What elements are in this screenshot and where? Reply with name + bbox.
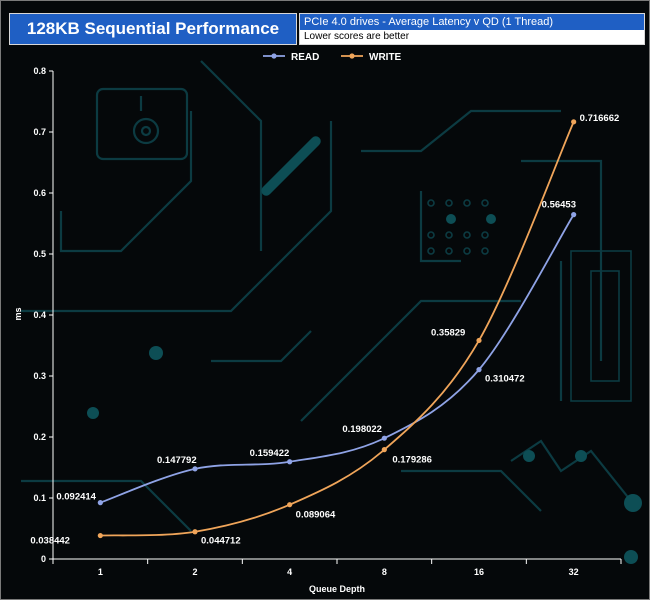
legend-marker-write [349, 53, 355, 59]
data-point-write [476, 337, 482, 344]
x-tick-label: 1 [98, 567, 103, 577]
y-tick-label: 0.1 [33, 493, 46, 503]
y-tick-label: 0.4 [33, 310, 46, 320]
data-label-write: 0.716662 [580, 113, 620, 124]
y-tick-label: 0 [41, 554, 46, 564]
chart-series: 0.092414 0.147792 0.159422 0.198022 0.310472… [30, 113, 619, 547]
y-tick-label: 0.6 [33, 188, 46, 198]
chart-note: Lower scores are better [300, 30, 644, 44]
x-tick-label: 32 [569, 567, 579, 577]
data-label-write: 0.179286 [392, 455, 432, 466]
data-label-write: 0.089064 [296, 510, 336, 521]
legend-marker-read [271, 53, 277, 59]
data-label-read: 0.092414 [56, 492, 96, 503]
x-tick-label: 16 [474, 567, 484, 577]
data-label-write: 0.35829 [431, 327, 465, 338]
data-label-read: 0.159422 [250, 448, 290, 459]
data-point-write [571, 119, 577, 125]
legend-label-read: READ [291, 52, 319, 63]
data-point-write [192, 529, 198, 535]
data-label-write: 0.038442 [30, 536, 70, 547]
data-point-write [287, 502, 293, 508]
chart-legend: READ WRITE [263, 52, 402, 63]
x-tick-labels: 1 2 4 8 16 32 [52, 559, 622, 577]
chart-title: 128KB Sequential Performance [9, 13, 297, 45]
y-axis-label: ms [13, 307, 23, 320]
data-label-read: 0.56453 [542, 200, 576, 211]
data-point-read [381, 435, 387, 441]
y-tick-label: 0.5 [33, 249, 46, 259]
chart-subtitle-box: PCIe 4.0 drives - Average Latency v QD (… [299, 13, 645, 45]
data-point-read [571, 212, 577, 218]
data-label-read: 0.310472 [485, 374, 525, 385]
data-label-read: 0.147792 [157, 455, 197, 466]
data-point-read [192, 466, 198, 472]
data-point-read [97, 500, 103, 506]
data-point-write [381, 447, 387, 453]
chart-axes [52, 71, 621, 560]
series-line-read [100, 214, 575, 504]
x-tick-label: 8 [382, 567, 387, 577]
chart-subtitle: PCIe 4.0 drives - Average Latency v QD (… [300, 14, 644, 30]
data-point-write [97, 532, 103, 539]
y-tick-label: 0.3 [33, 371, 46, 381]
x-tick-label: 4 [287, 567, 292, 577]
data-point-read [476, 367, 482, 373]
series-line-write [100, 121, 575, 537]
legend-label-write: WRITE [369, 52, 402, 63]
y-tick-label: 0.8 [33, 66, 46, 76]
y-tick-label: 0.7 [33, 127, 46, 137]
y-tick-labels: 0 0.1 0.2 0.3 0.4 0.5 0.6 0.7 0.8 [33, 66, 53, 564]
x-axis-label: Queue Depth [309, 584, 365, 594]
y-tick-label: 0.2 [33, 432, 46, 442]
data-label-read: 0.198022 [342, 424, 382, 435]
data-label-write: 0.044712 [201, 536, 241, 547]
x-tick-label: 2 [192, 567, 197, 577]
data-point-read [287, 459, 293, 465]
